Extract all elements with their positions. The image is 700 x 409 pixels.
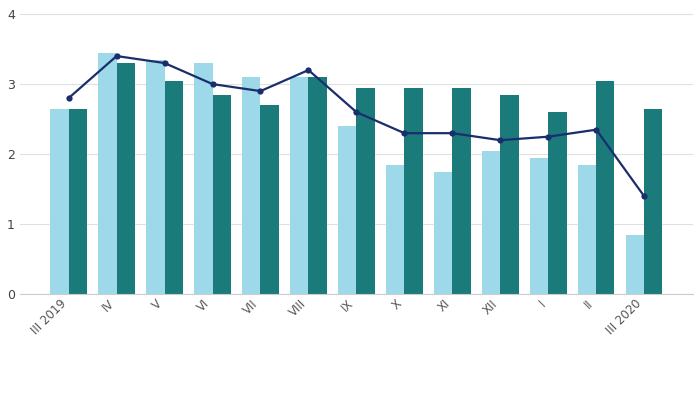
Bar [146, 60, 164, 294]
Bar [548, 112, 566, 294]
Bar [309, 77, 327, 294]
Bar [356, 88, 374, 294]
Bar [117, 63, 135, 294]
Bar [69, 109, 87, 294]
Bar [50, 109, 69, 294]
Bar [644, 109, 662, 294]
Bar [434, 172, 452, 294]
Bar [626, 235, 644, 294]
Bar [500, 94, 519, 294]
Bar [405, 88, 423, 294]
Bar [338, 126, 356, 294]
Bar [290, 77, 309, 294]
Bar [386, 165, 405, 294]
Bar [482, 151, 500, 294]
Bar [530, 158, 548, 294]
Bar [260, 105, 279, 294]
Bar [213, 94, 231, 294]
Bar [596, 81, 615, 294]
Bar [452, 88, 470, 294]
Bar [164, 81, 183, 294]
Bar [578, 165, 596, 294]
Bar [195, 63, 213, 294]
Bar [99, 52, 117, 294]
Bar [242, 77, 260, 294]
